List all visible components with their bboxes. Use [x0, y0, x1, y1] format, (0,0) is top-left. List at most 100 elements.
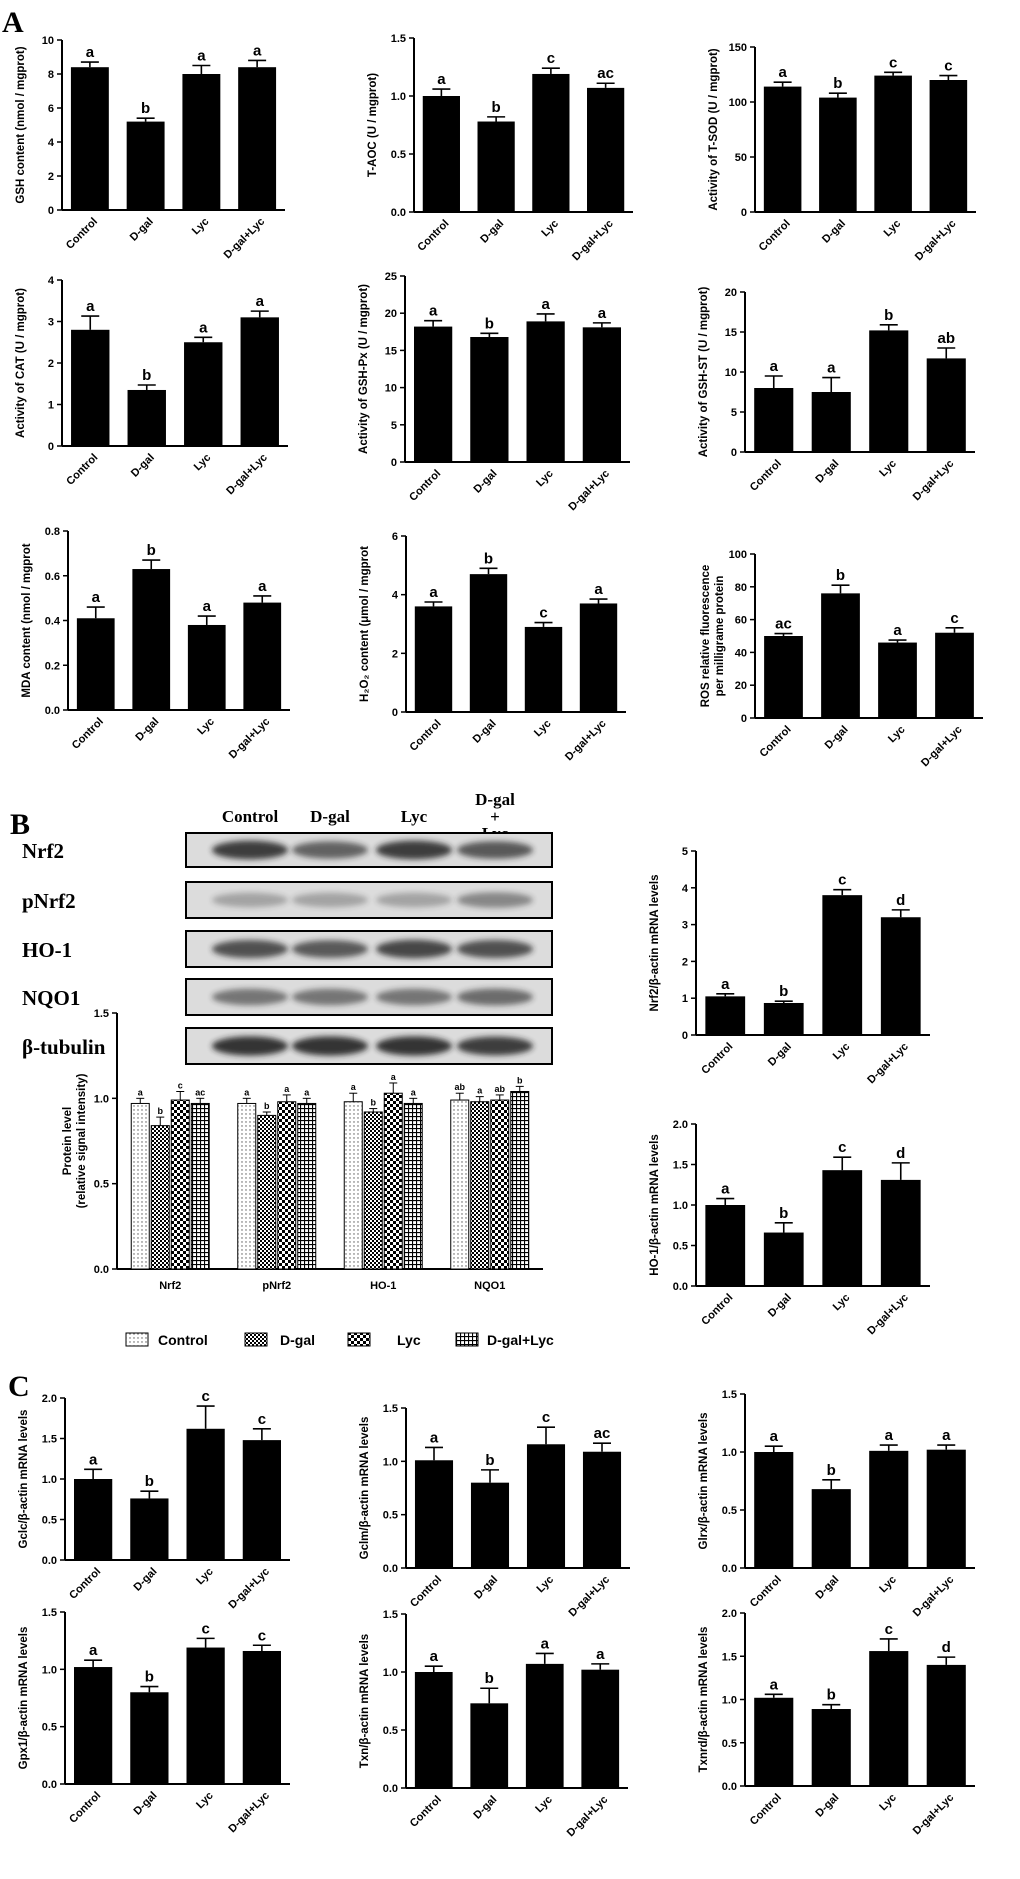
blot-band	[292, 892, 368, 908]
significance-letter: b	[158, 1106, 164, 1116]
blot-band	[292, 1036, 368, 1056]
y-tick-label: 0.0	[383, 1783, 398, 1795]
y-axis-title: HO-1/β-actin mRNA levels	[649, 1134, 661, 1275]
y-tick-label: 0.5	[383, 1725, 398, 1737]
chart-cat: 0 1 2 3 4 Activity of CAT (U / mgprot) a Contro…	[15, 275, 288, 497]
y-tick-label: 0.5	[722, 1505, 737, 1517]
blot-band	[457, 988, 533, 1006]
bar-D-gal	[819, 97, 857, 212]
blot-row-label: Nrf2	[22, 839, 64, 863]
significance-letter: c	[201, 1620, 209, 1637]
significance-letter: b	[833, 75, 842, 92]
y-tick-label: 0	[392, 707, 398, 719]
y-tick-label: 0	[741, 713, 747, 725]
y-tick-label: 0.8	[45, 526, 60, 538]
x-tick-label: D-gal	[132, 1566, 160, 1594]
x-tick-label: Control	[699, 1041, 735, 1077]
significance-letter: b	[371, 1098, 377, 1108]
x-tick-label: Lyc	[194, 1790, 216, 1812]
blot-band	[212, 940, 288, 958]
y-tick-label: 1.0	[42, 1664, 57, 1676]
significance-letter: c	[539, 605, 547, 622]
bar-Control	[754, 1697, 794, 1786]
legend-label-dgal: D-gal	[280, 1332, 315, 1348]
y-tick-label: 50	[735, 152, 747, 164]
y-axis-title: Gpx1/β-actin mRNA levels	[18, 1627, 30, 1770]
significance-letter: a	[942, 1427, 951, 1444]
y-tick-label: 2	[48, 171, 54, 183]
y-tick-label: 0.5	[42, 1722, 57, 1734]
blot-column-label: D-gal	[310, 807, 350, 826]
bar-Lyc	[878, 642, 917, 718]
y-tick-label: 1.5	[722, 1651, 737, 1663]
bar-Control-Nrf2	[130, 1102, 150, 1270]
y-tick-label: 0.0	[45, 705, 60, 717]
bar-Control	[74, 1667, 113, 1784]
legend-swatch-control	[125, 1332, 149, 1347]
y-tick-label: 0	[731, 447, 737, 459]
significance-letter: c	[178, 1081, 183, 1091]
bar-Control	[705, 996, 746, 1035]
bar-D-gal+Lyc	[579, 603, 618, 712]
chart-tsod: 0 50 100 150 Activity of T-SOD (U / mgprot) a…	[708, 42, 976, 263]
significance-letter: a	[541, 1635, 550, 1652]
significance-letter: a	[594, 581, 603, 598]
bar-Lyc	[874, 75, 912, 212]
significance-letter: b	[147, 542, 156, 559]
bar-Lyc-Nrf2	[170, 1099, 190, 1270]
bar-Lyc	[869, 1450, 909, 1568]
y-tick-label: 1.5	[42, 1434, 57, 1446]
x-tick-label: Control	[415, 218, 451, 254]
bar-D-gal	[126, 121, 165, 210]
x-tick-label: Control	[64, 452, 100, 488]
x-tick-label: Lyc	[831, 1292, 853, 1314]
y-axis-title: Activity of GSH-Px (U / mgprot)	[358, 284, 370, 454]
panel-letter-b: B	[10, 808, 30, 841]
x-tick-label: D-gal+Lyc	[911, 1792, 957, 1838]
chart-protein: 0.0 0.5 1.0 1.5 Protein level (relative signa…	[62, 1008, 543, 1292]
x-tick-label: Lyc	[539, 218, 561, 240]
significance-letter: ab	[454, 1082, 465, 1092]
x-tick-label: D-gal	[129, 452, 157, 480]
y-tick-label: 150	[729, 42, 747, 54]
x-tick-label: D-gal+Lyc	[913, 218, 959, 264]
bar-Lyc	[526, 1444, 566, 1568]
bar-Lyc	[186, 1647, 225, 1784]
bar-D-gal+Lyc	[880, 917, 921, 1035]
bar-Control-HO-1	[343, 1101, 363, 1270]
bar-D-gal	[763, 1232, 804, 1286]
bar-Control	[705, 1205, 746, 1286]
significance-letter: b	[779, 1205, 788, 1222]
chart-taoc: 0.0 0.5 1.0 1.5 T-AOC (U / mgprot) a Control b D…	[367, 33, 633, 263]
chart-gclm: 0.0 0.5 1.0 1.5 Gclm/β-actin mRNA levels a Con…	[359, 1403, 630, 1619]
significance-letter: a	[770, 1676, 779, 1693]
x-tick-label: Lyc	[192, 452, 214, 474]
blot-band	[292, 988, 368, 1006]
y-axis-title: Txn/β-actin mRNA levels	[359, 1634, 371, 1768]
x-tick-label: Control	[699, 1292, 735, 1328]
significance-letter: b	[485, 1452, 494, 1469]
y-tick-label: 10	[725, 367, 737, 379]
y-axis-title: ROS relative fluorescence	[700, 565, 712, 708]
bar-Lyc	[187, 624, 226, 710]
bar-Lyc	[525, 1663, 564, 1788]
y-tick-label: 20	[385, 308, 397, 320]
blot-band	[212, 988, 288, 1006]
x-tick-label: D-gal+Lyc	[222, 216, 268, 262]
x-tick-label: Lyc	[886, 724, 908, 746]
significance-letter: a	[253, 42, 262, 59]
bar-Control	[71, 329, 110, 446]
bar-D-gal	[477, 121, 515, 212]
blot-column-label: +	[490, 807, 500, 826]
significance-letter: d	[942, 1639, 951, 1656]
y-tick-label: 0.6	[45, 571, 60, 583]
significance-letter: d	[896, 892, 905, 909]
y-tick-label: 0.4	[45, 616, 61, 628]
x-tick-label: Lyc	[882, 218, 904, 240]
y-tick-label: 0.0	[722, 1781, 737, 1793]
significance-letter: c	[547, 50, 555, 67]
panel-letter-a: A	[2, 6, 24, 39]
x-tick-label: D-gal+Lyc	[566, 468, 612, 514]
bar-Control-NQO1	[450, 1099, 470, 1270]
